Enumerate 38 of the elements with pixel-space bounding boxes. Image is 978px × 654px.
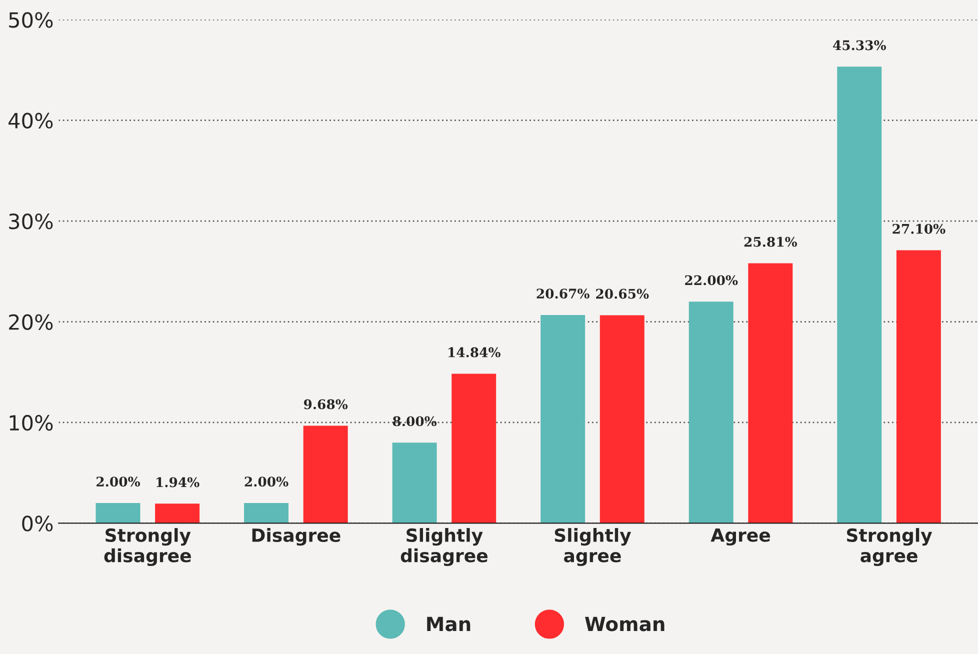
data-label: 14.84% [448, 347, 500, 358]
bar [837, 66, 882, 524]
data-label: 20.67% [536, 288, 590, 299]
bar [688, 302, 734, 524]
bar [540, 315, 586, 524]
data-label: 2.00% [244, 476, 288, 487]
bar [155, 504, 200, 524]
x-tick-label: Agree [710, 528, 770, 546]
bar [303, 426, 348, 524]
data-label: 25.81% [744, 236, 798, 247]
data-label: 2.00% [96, 476, 140, 487]
data-label: 8.00% [392, 416, 437, 426]
bar [244, 503, 289, 524]
x-tick-label: Strongly disagree [104, 528, 191, 566]
data-label: 9.68% [304, 399, 348, 410]
y-tick-label: 50% [9, 12, 53, 28]
x-tick-label: Strongly agree [846, 528, 932, 566]
data-label: 20.65% [596, 288, 649, 299]
bar [600, 315, 644, 524]
y-tick-label: 10% [10, 414, 53, 431]
data-label: 1.94% [156, 477, 200, 488]
y-tick-label: 20% [9, 314, 53, 330]
bar [452, 374, 496, 524]
y-tick-label: 30% [9, 214, 53, 230]
x-tick-label: Slightly agree [554, 528, 632, 566]
legend-label: Woman [585, 616, 664, 632]
bar [896, 250, 941, 524]
y-tick-label: 40% [8, 112, 53, 129]
data-label: 27.10% [892, 224, 946, 234]
bar [748, 263, 793, 524]
data-label: 45.33% [832, 40, 886, 50]
bar [96, 503, 140, 524]
x-tick-label: Disagree [252, 528, 340, 546]
legend-label: Man [427, 616, 470, 632]
x-tick-label: Slightly disagree [400, 528, 488, 566]
data-label: 22.00% [685, 275, 738, 286]
y-tick-label: 0% [22, 516, 53, 532]
bar [392, 442, 437, 524]
